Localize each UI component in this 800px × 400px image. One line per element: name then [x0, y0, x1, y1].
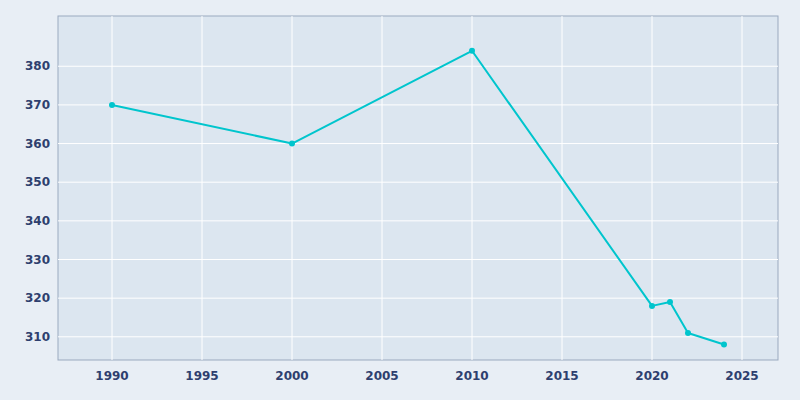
- x-tick-label: 2000: [275, 369, 308, 383]
- y-grid-line: [58, 66, 778, 67]
- y-grid-line: [58, 104, 778, 105]
- point: [649, 303, 655, 309]
- y-grid-line: [58, 182, 778, 183]
- line: [112, 51, 724, 345]
- point: [109, 102, 115, 108]
- point: [685, 330, 691, 336]
- y-tick-label: 340: [25, 214, 50, 228]
- x-grid-line: [742, 16, 743, 360]
- x-grid-line: [202, 16, 203, 360]
- y-tick-label: 370: [25, 98, 50, 112]
- y-tick-label: 320: [25, 291, 50, 305]
- point: [289, 141, 295, 147]
- x-grid-line: [382, 16, 383, 360]
- background: [0, 0, 800, 400]
- point: [469, 48, 475, 54]
- x-tick-label: 2015: [545, 369, 578, 383]
- y-tick-label: 310: [25, 330, 50, 344]
- grid: [58, 16, 778, 360]
- y-grid-line: [58, 143, 778, 144]
- point: [721, 342, 727, 348]
- x-grid-line: [472, 16, 473, 360]
- y-grid-line: [58, 220, 778, 221]
- chart-container: 1990 1995 2000 2005 2010 2015 2020 2025 310 320 33…: [0, 0, 800, 400]
- x-tick-label: 2020: [635, 369, 668, 383]
- y-tick-label: 360: [25, 137, 50, 151]
- x-tick-label: 2005: [365, 369, 398, 383]
- x-grid-line: [292, 16, 293, 360]
- x-tick-label: 2010: [455, 369, 488, 383]
- y-grid-line: [58, 259, 778, 260]
- y-grid-line: [58, 336, 778, 337]
- data: [109, 48, 727, 348]
- x-grid-line: [112, 16, 113, 360]
- y-grid-line: [58, 298, 778, 299]
- chart: 1990 1995 2000 2005 2010 2015 2020 2025 310 320 33…: [0, 0, 800, 400]
- plot-area: [58, 16, 778, 360]
- y-tick-label: 350: [25, 175, 50, 189]
- x-tick-label: 1995: [185, 369, 218, 383]
- y-tick-label: 330: [25, 253, 50, 267]
- x-tick-label: 1990: [95, 369, 128, 383]
- point: [667, 299, 673, 305]
- x-tick-label: 2025: [725, 369, 758, 383]
- x-grid-line: [562, 16, 563, 360]
- axes: 1990 1995 2000 2005 2010 2015 2020 2025 310 320 33…: [25, 59, 759, 383]
- y-tick-label: 380: [25, 59, 50, 73]
